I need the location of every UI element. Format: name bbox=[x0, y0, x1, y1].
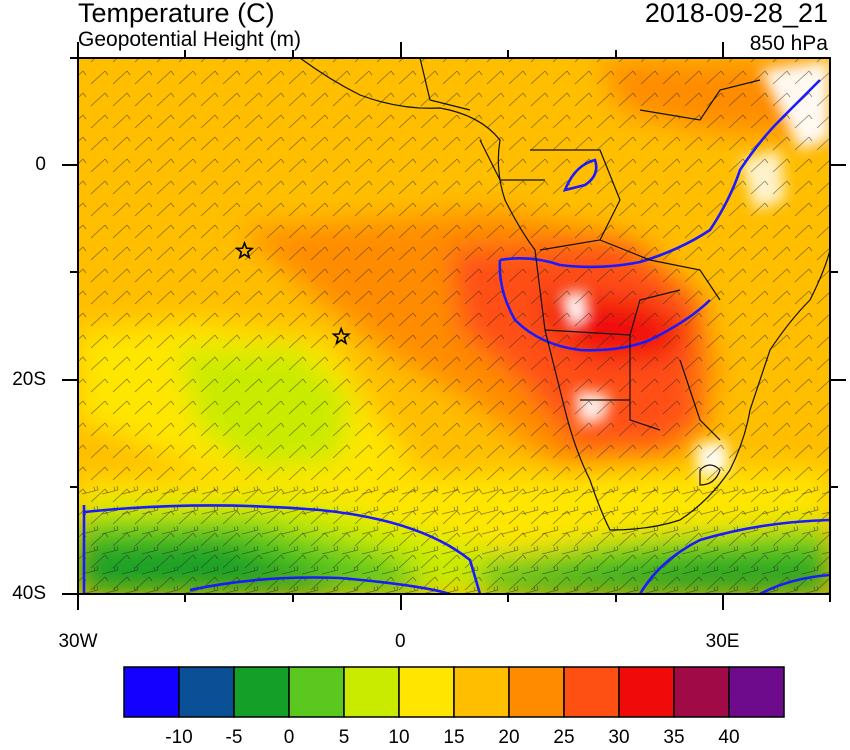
colorbar-swatch bbox=[178, 666, 235, 718]
colorbar-swatch bbox=[453, 666, 510, 718]
colorbar-label: 35 bbox=[663, 727, 685, 748]
colorbar-swatch bbox=[343, 666, 400, 718]
colorbar-swatch bbox=[728, 666, 785, 718]
colorbar-label: 15 bbox=[443, 727, 465, 748]
pressure-level: 850 hPa bbox=[749, 32, 828, 55]
station-markers bbox=[234, 240, 351, 346]
star-marker bbox=[234, 240, 255, 260]
coastlines-borders bbox=[299, 58, 830, 531]
colorbar-label: -10 bbox=[165, 727, 193, 748]
colorbar-label: 0 bbox=[283, 727, 295, 748]
colorbar-label: 5 bbox=[338, 727, 350, 748]
y-tick-label: 0 bbox=[35, 154, 46, 176]
colorbar-label: 30 bbox=[608, 727, 630, 748]
colorbar-swatch bbox=[563, 666, 620, 718]
x-tick-label: 30W bbox=[58, 631, 98, 652]
y-tick-label: 20S bbox=[12, 368, 46, 390]
colorbar-swatch bbox=[123, 666, 180, 718]
colorbar-swatch bbox=[233, 666, 290, 718]
map-title: Temperature (C) bbox=[78, 0, 275, 28]
colorbar-label: 20 bbox=[498, 727, 520, 748]
x-tick-label: 0 bbox=[394, 631, 406, 652]
map-frame bbox=[77, 57, 831, 595]
temperature-field bbox=[78, 58, 830, 594]
colorbar-swatch bbox=[508, 666, 565, 718]
y-tick-label: 40S bbox=[12, 583, 46, 604]
colorbar bbox=[123, 666, 785, 718]
colorbar-label: 40 bbox=[718, 727, 740, 748]
colorbar-swatch bbox=[618, 666, 675, 718]
star-marker bbox=[331, 326, 351, 346]
valid-datetime: 2018-09-28_21 bbox=[644, 0, 828, 28]
colorbar-swatch bbox=[398, 666, 455, 718]
colorbar-swatch bbox=[673, 666, 730, 718]
axis-ticks bbox=[62, 42, 846, 610]
map-subtitle: Geopotential Height (m) bbox=[78, 28, 301, 51]
geopotential-contours bbox=[82, 79, 830, 594]
colorbar-label: 25 bbox=[553, 727, 575, 748]
colorbar-label: -5 bbox=[225, 727, 243, 748]
x-tick-label: 30E bbox=[705, 631, 740, 652]
colorbar-label: 10 bbox=[388, 727, 410, 748]
colorbar-swatch bbox=[288, 666, 345, 718]
